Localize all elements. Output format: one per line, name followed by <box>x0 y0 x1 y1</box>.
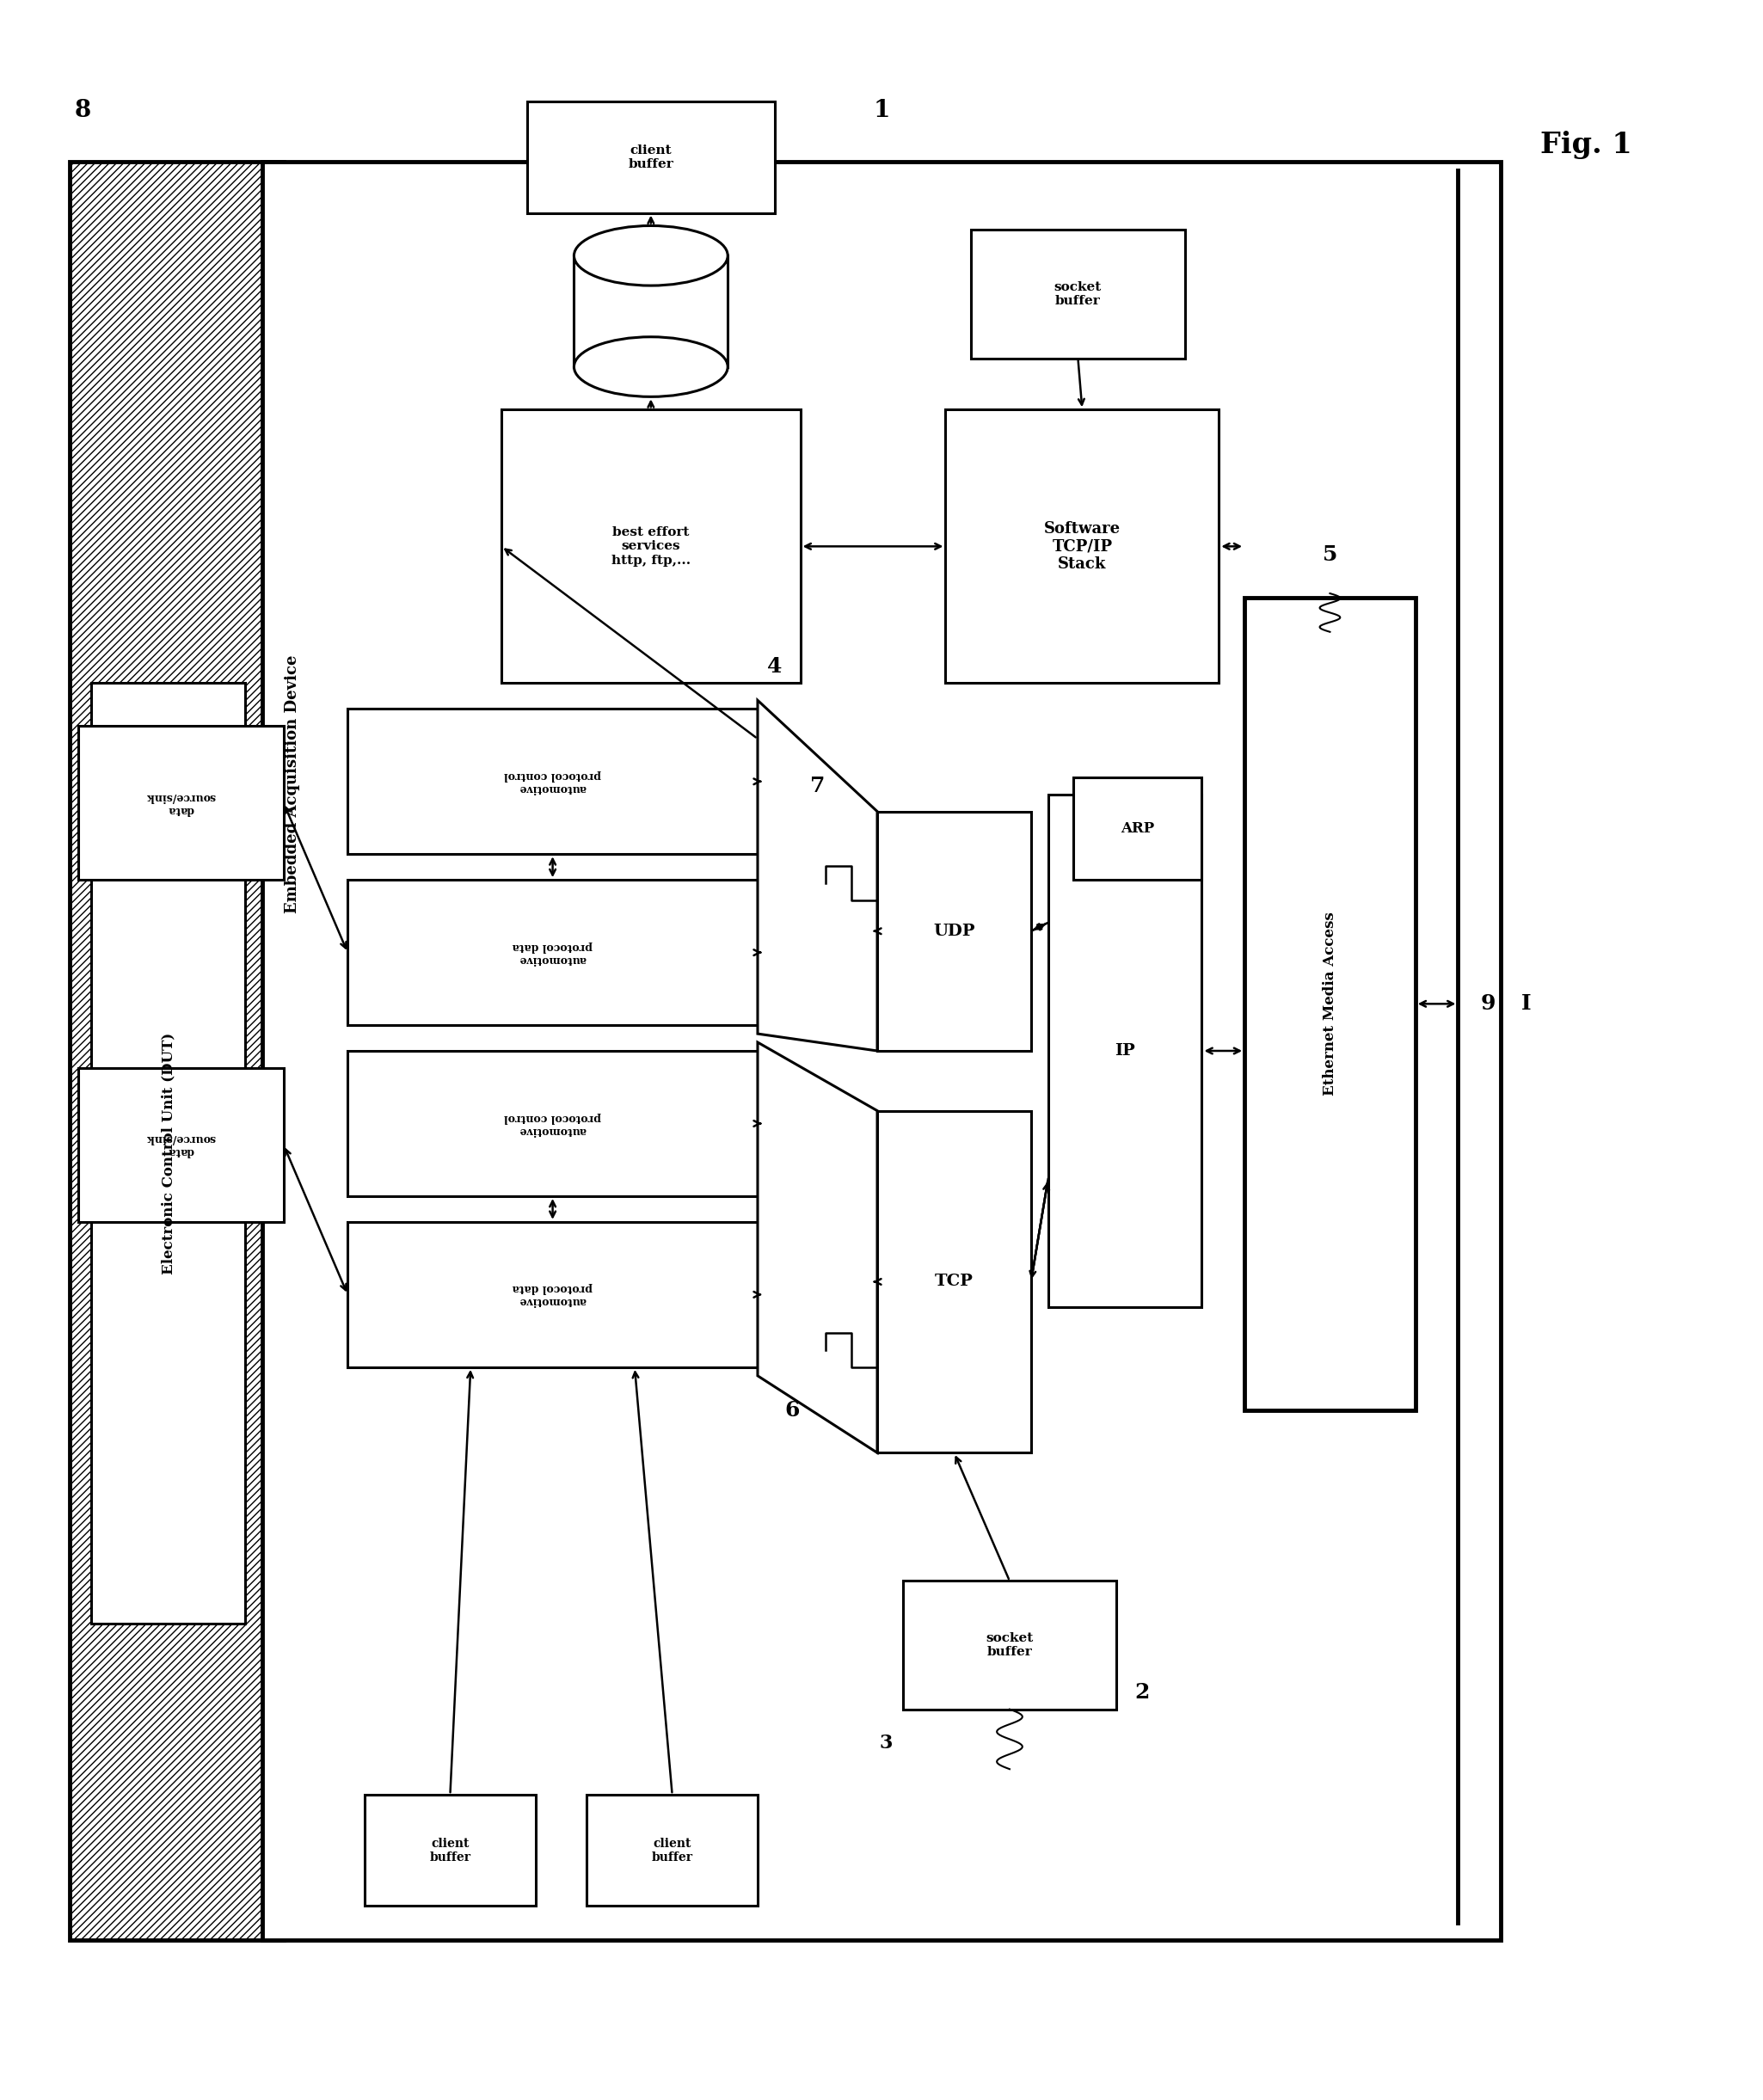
Bar <box>347 880 758 1025</box>
Ellipse shape <box>575 225 728 286</box>
Text: TCP: TCP <box>934 1275 973 1289</box>
Text: Ethernet Media Access: Ethernet Media Access <box>1322 911 1338 1096</box>
Bar <box>92 682 245 1623</box>
Text: client
buffer: client buffer <box>430 1838 471 1863</box>
Text: automotive
protocol data: automotive protocol data <box>513 941 592 964</box>
Bar <box>347 1222 758 1367</box>
Polygon shape <box>758 699 878 1050</box>
Text: ARP: ARP <box>1121 821 1155 836</box>
Text: data
source/sink: data source/sink <box>146 1132 215 1157</box>
Bar <box>878 811 1031 1050</box>
Text: data
source/sink: data source/sink <box>146 792 215 815</box>
Bar <box>587 1796 758 1907</box>
Text: 8: 8 <box>74 99 92 122</box>
Bar <box>903 1581 1116 1709</box>
Text: 5: 5 <box>1322 544 1338 565</box>
Text: socket
buffer: socket buffer <box>1054 281 1102 307</box>
Bar <box>945 410 1218 683</box>
Text: I: I <box>1521 993 1532 1014</box>
Text: 1: 1 <box>873 99 890 122</box>
Text: best effort
services
http, ftp,...: best effort services http, ftp,... <box>612 527 691 567</box>
Ellipse shape <box>575 336 728 397</box>
Bar <box>878 1111 1031 1453</box>
Text: socket
buffer: socket buffer <box>986 1632 1033 1659</box>
Text: 3: 3 <box>880 1735 892 1754</box>
Bar <box>971 231 1185 359</box>
Bar <box>347 710 758 855</box>
Text: automotive
protocol control: automotive protocol control <box>504 1111 601 1136</box>
Text: 2: 2 <box>1135 1682 1149 1703</box>
Bar <box>79 1069 284 1222</box>
Bar <box>527 101 774 212</box>
Text: 4: 4 <box>767 655 783 676</box>
Text: 9: 9 <box>1481 993 1495 1014</box>
Text: automotive
protocol control: automotive protocol control <box>504 769 601 794</box>
Bar <box>365 1796 536 1907</box>
Bar <box>347 1050 758 1197</box>
Text: 7: 7 <box>809 775 825 796</box>
Text: IP: IP <box>1114 1044 1135 1058</box>
Text: Fig. 1: Fig. 1 <box>1541 130 1633 160</box>
Text: Embedded Acquisition Device: Embedded Acquisition Device <box>284 655 300 914</box>
Bar <box>263 162 1500 1940</box>
Bar <box>1074 777 1202 880</box>
Text: Software
TCP/IP
Stack: Software TCP/IP Stack <box>1044 521 1121 571</box>
Text: client
buffer: client buffer <box>652 1838 693 1863</box>
Bar <box>1047 794 1202 1308</box>
Text: automotive
protocol data: automotive protocol data <box>513 1283 592 1306</box>
Text: Electronic Control Unit (DUT): Electronic Control Unit (DUT) <box>160 1033 176 1275</box>
Bar <box>501 410 800 683</box>
Bar <box>79 727 284 880</box>
Polygon shape <box>758 1042 878 1453</box>
Text: 6: 6 <box>785 1401 799 1420</box>
Text: UDP: UDP <box>933 924 975 939</box>
Bar <box>1245 598 1416 1409</box>
Text: client
buffer: client buffer <box>628 145 673 170</box>
Bar <box>71 162 284 1940</box>
